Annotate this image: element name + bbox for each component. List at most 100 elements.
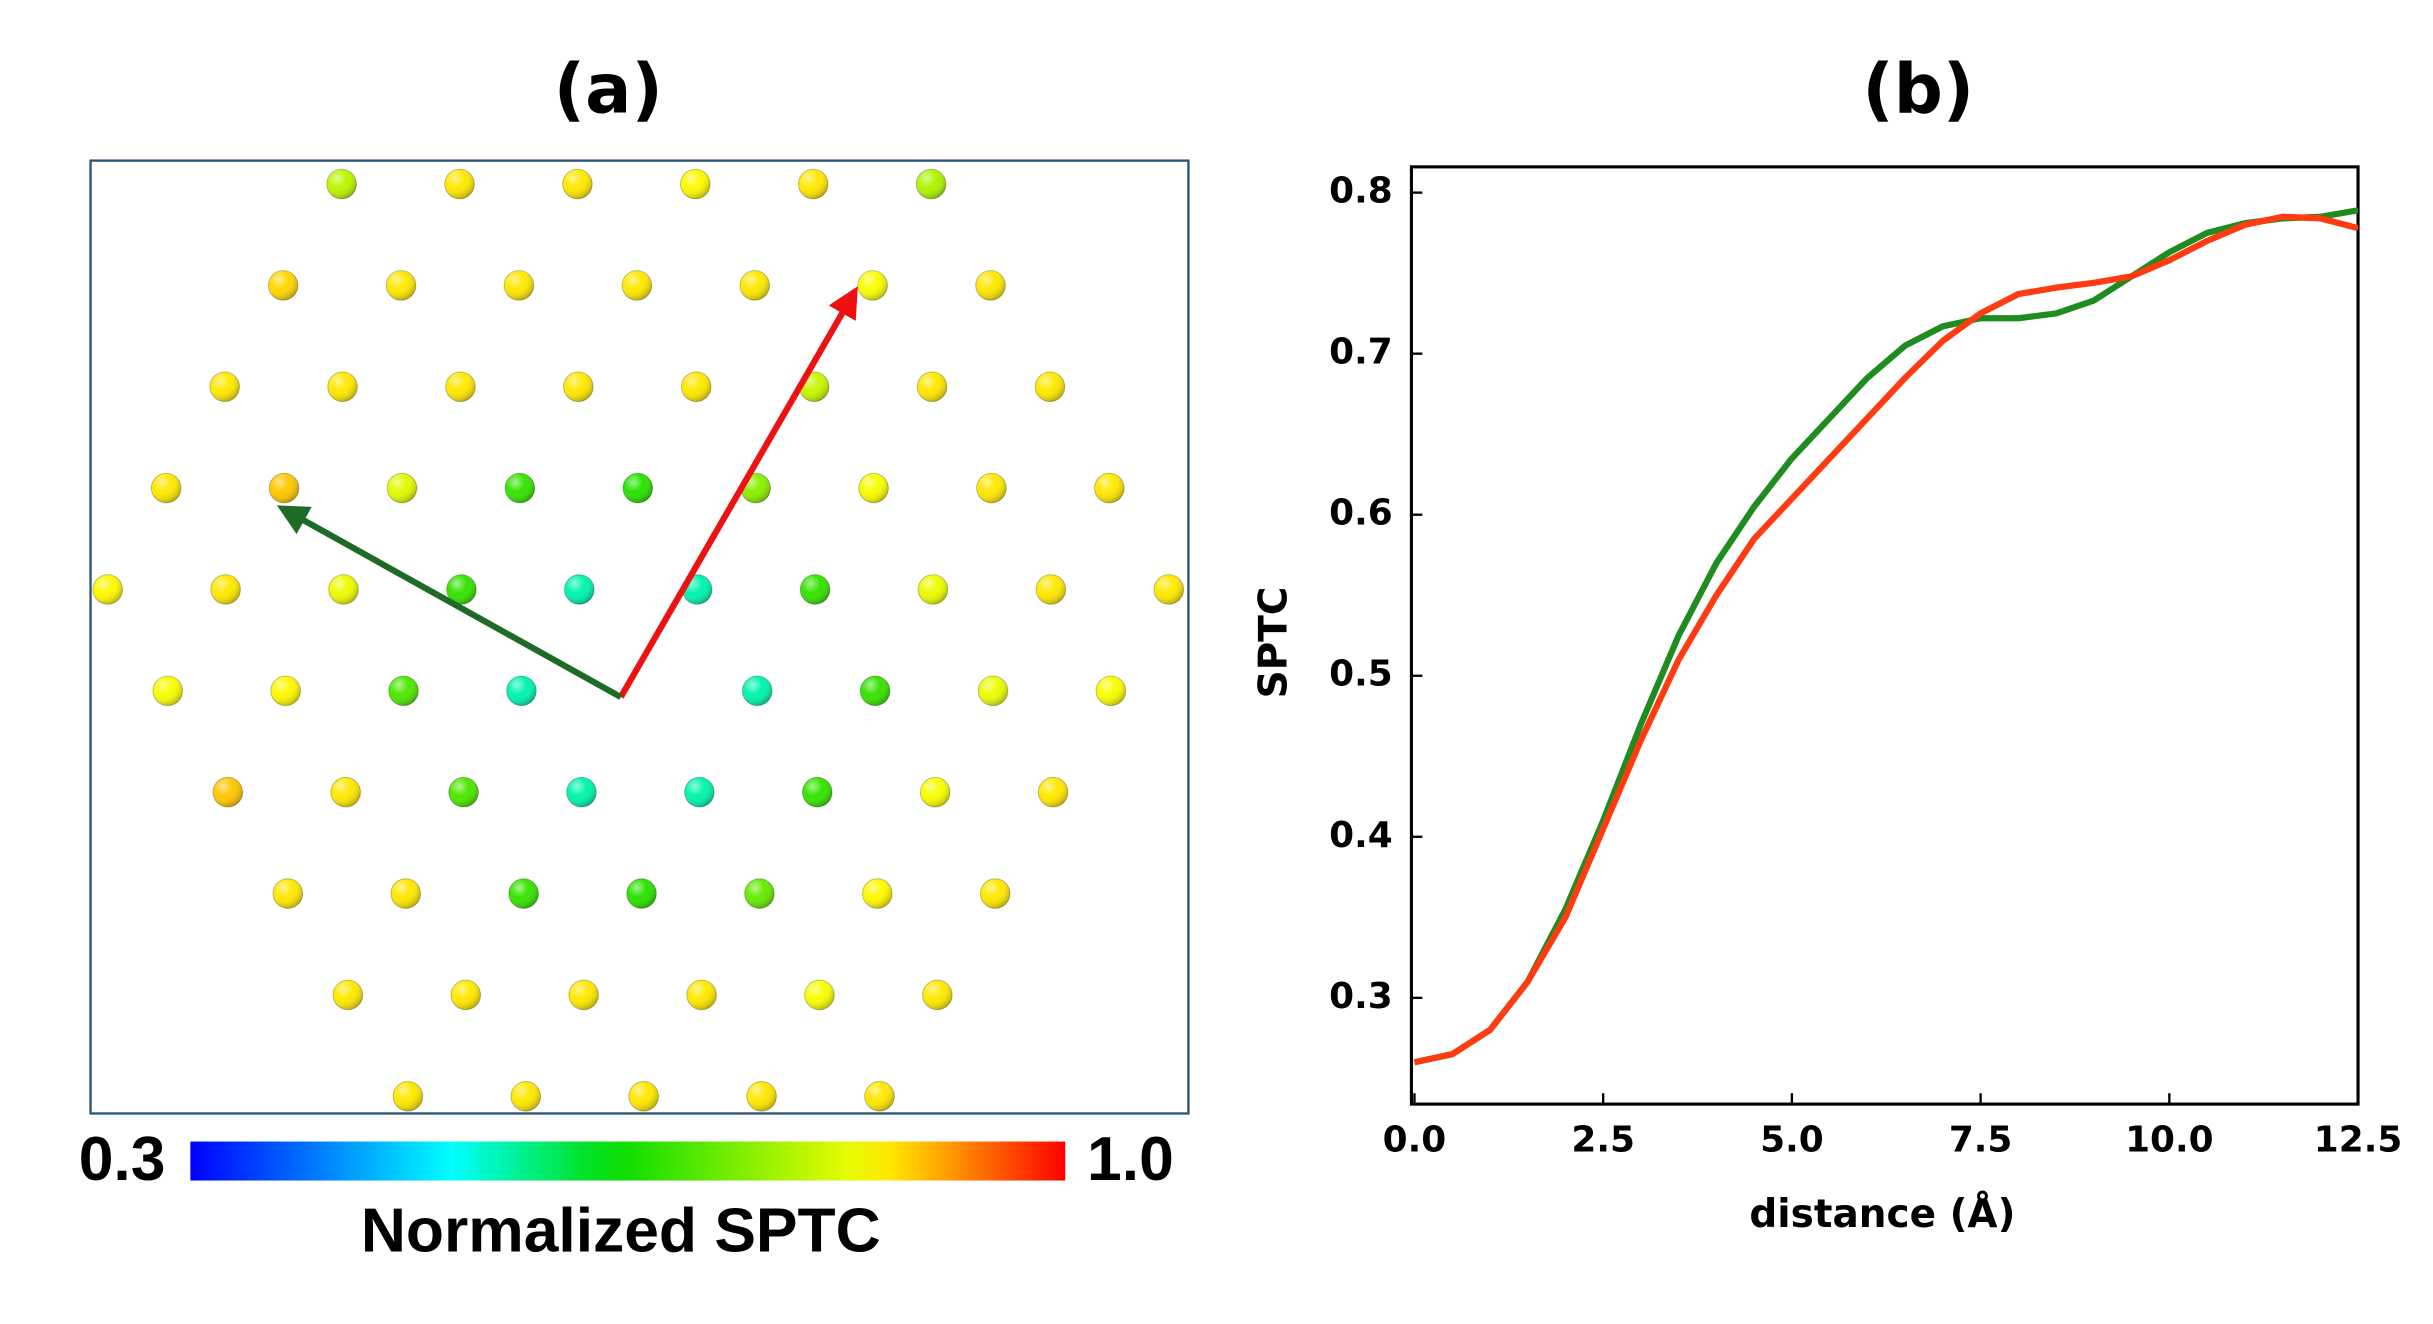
atom-shine	[388, 675, 419, 707]
atom-shine	[862, 878, 893, 909]
atom-shine	[563, 371, 594, 403]
atom-shine	[626, 878, 657, 909]
atom-shine	[448, 776, 479, 808]
atom-shine	[739, 270, 771, 301]
atom-shine	[445, 371, 476, 403]
x-tick-label: 0.0	[1383, 1120, 1447, 1161]
atom-shine	[568, 979, 599, 1011]
atom-shine	[1037, 776, 1069, 808]
atom-shine	[506, 675, 537, 707]
atom-shine	[92, 574, 123, 605]
y-tick-label: 0.5	[1329, 654, 1393, 695]
atom-shine	[267, 270, 299, 301]
atom-shine	[799, 574, 831, 605]
atom-shine	[680, 168, 711, 200]
y-tick-label: 0.7	[1329, 332, 1393, 373]
atom-shine	[919, 776, 951, 808]
atom-shine	[210, 574, 241, 605]
lattice-vector-green	[276, 505, 623, 700]
atom-shine	[741, 675, 773, 707]
atom-shine	[976, 472, 1007, 504]
atom-shine	[327, 371, 358, 403]
line-series	[1413, 213, 2359, 1066]
atom-shine	[326, 168, 357, 200]
atom-shine	[864, 1081, 895, 1112]
atom-shine	[385, 270, 417, 301]
atom-shine	[621, 270, 653, 301]
atom-shine	[444, 168, 475, 200]
atom-shine	[1094, 472, 1125, 504]
atom-shine	[622, 472, 654, 504]
atom-shine	[915, 168, 947, 200]
lattice-vector-red	[618, 286, 858, 699]
atom-shine	[922, 979, 953, 1011]
atom-shine	[1095, 675, 1127, 707]
atom-shine	[562, 168, 593, 200]
atom-shine	[209, 371, 240, 403]
atoms	[92, 168, 1185, 1112]
colorbar-label: Normalized SPTC	[361, 1197, 881, 1266]
atom-shine	[390, 878, 422, 909]
y-tick-label: 0.8	[1329, 171, 1393, 212]
atom-shine	[446, 574, 477, 605]
atom-shine	[684, 776, 715, 808]
atom-shine	[979, 878, 1011, 909]
atom-shine	[680, 371, 712, 403]
atom-shine	[150, 472, 182, 504]
atom-shine	[504, 472, 536, 504]
y-tick-label: 0.6	[1329, 493, 1393, 534]
atom-shine	[801, 776, 833, 808]
atom-shine	[1035, 574, 1067, 605]
panel-a-title: (a)	[554, 50, 663, 130]
atom-shine	[686, 979, 717, 1011]
atom-shine	[268, 472, 300, 504]
x-tick-label: 10.0	[2125, 1120, 2213, 1161]
atom-shine	[858, 472, 889, 504]
y-tick-label: 0.4	[1329, 815, 1393, 856]
atom-shine	[975, 270, 1006, 301]
y-axis-label: SPTC	[1251, 587, 1296, 699]
colorbar	[190, 1141, 1066, 1181]
colorbar-tick-label: 1.0	[1087, 1125, 1174, 1194]
atom-shine	[804, 979, 835, 1011]
atom-shine	[1153, 574, 1185, 605]
atom-shine	[917, 574, 949, 605]
atom-shine	[744, 878, 775, 909]
atom-shine	[212, 776, 244, 808]
y-tick-label: 0.3	[1329, 976, 1393, 1017]
plot-frame	[1409, 165, 2360, 1106]
atom-shine	[859, 675, 891, 707]
atom-shine	[628, 1081, 659, 1112]
x-axis-label: distance (Å)	[1749, 1191, 2015, 1237]
x-tick-label: 2.5	[1571, 1120, 1635, 1161]
atom-shine	[392, 1081, 424, 1112]
colorbar-tick-label: 0.3	[79, 1125, 166, 1194]
atom-shine	[330, 776, 361, 808]
atom-shine	[916, 371, 948, 403]
x-tick-label: 5.0	[1760, 1120, 1824, 1161]
atom-shine	[977, 675, 1009, 707]
x-tick-label: 7.5	[1949, 1120, 2013, 1161]
atom-shine	[564, 574, 595, 605]
panel-b-title: (b)	[1862, 50, 1974, 130]
atom-shine	[746, 1081, 777, 1112]
atom-shine	[328, 574, 359, 605]
atom-shine	[510, 1081, 542, 1112]
panel-a-frame	[89, 159, 1190, 1115]
atom-shine	[566, 776, 597, 808]
atom-shine	[503, 270, 535, 301]
atom-shine	[332, 979, 364, 1011]
atom-shine	[450, 979, 482, 1011]
atom-shine	[797, 168, 829, 200]
atom-shine	[857, 270, 888, 301]
atom-shine	[152, 675, 184, 707]
atom-shine	[508, 878, 539, 909]
x-tick-label: 12.5	[2314, 1120, 2402, 1161]
atom-shine	[386, 472, 418, 504]
atom-shine	[270, 675, 301, 707]
atom-shine	[272, 878, 304, 909]
line-series	[1413, 207, 2359, 1066]
atom-shine	[1034, 371, 1066, 403]
